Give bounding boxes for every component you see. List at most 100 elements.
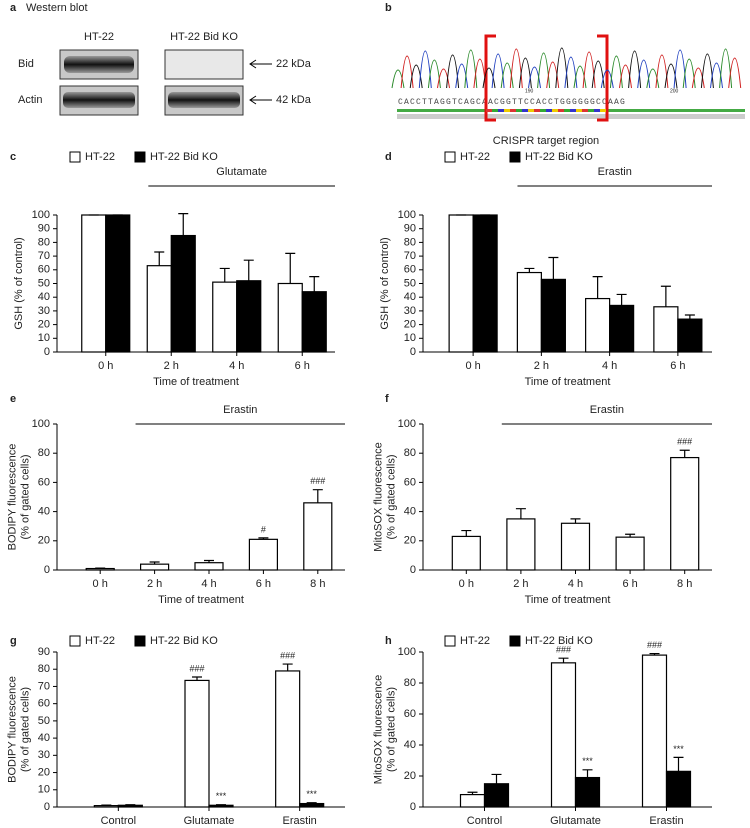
chart: h 0 20 40 60 80 100 MitoSOX fluorescence (% of g… xyxy=(372,635,712,827)
x-tick-label: 6 h xyxy=(295,360,310,372)
error-bar xyxy=(616,293,627,306)
significance-label: *** xyxy=(306,789,317,799)
y-tick-label: 30 xyxy=(404,305,416,317)
y-tick-label: 70 xyxy=(404,250,416,262)
y-tick-label: 70 xyxy=(38,680,50,692)
base-color xyxy=(492,109,498,112)
bar xyxy=(303,502,333,571)
y-tick-label: 40 xyxy=(38,291,50,303)
y-axis-label: GSH (% of control) xyxy=(379,237,391,329)
error-bar xyxy=(515,508,526,519)
y-tick-label: 0 xyxy=(44,346,50,358)
bar xyxy=(81,214,107,353)
base-color xyxy=(564,109,570,112)
y-tick-label: 100 xyxy=(398,209,416,221)
significance-label: # xyxy=(261,524,266,534)
legend-swatch xyxy=(134,635,146,647)
y-tick-label: 0 xyxy=(410,564,416,576)
x-tick-label: Control xyxy=(467,815,502,827)
panel-letter: a xyxy=(10,2,17,14)
error-bar xyxy=(582,769,593,778)
y-tick-label: 0 xyxy=(410,801,416,813)
panel-a: a Western blot HT-22 HT-22 Bid KO Bid Ac… xyxy=(10,2,312,116)
y-tick-label: 40 xyxy=(38,506,50,518)
error-bar xyxy=(101,804,112,806)
error-bar xyxy=(467,791,478,795)
trace-peak xyxy=(437,68,450,89)
error-bar xyxy=(216,804,226,806)
y-tick-label: 20 xyxy=(38,319,50,331)
y-tick-label: 100 xyxy=(398,646,416,658)
significance-label: *** xyxy=(673,744,684,754)
base-color xyxy=(534,109,540,112)
panel-letter: d xyxy=(385,151,392,163)
y-tick-label: 50 xyxy=(404,277,416,289)
y-axis-label: BODIPY fluorescence xyxy=(6,444,18,551)
base-color xyxy=(600,109,606,112)
sequence: CACCTTAGGTCAGCAACGGTTCCACCTGGGGGGCCAAG xyxy=(398,98,626,107)
base-color xyxy=(552,109,558,112)
base-color xyxy=(576,109,582,112)
error-bar xyxy=(312,489,323,503)
trace-peak xyxy=(455,63,469,89)
arrow xyxy=(249,59,272,69)
bar xyxy=(540,278,566,353)
legend-label: HT-22 xyxy=(460,635,490,647)
legend-swatch xyxy=(69,635,81,647)
x-tick-label: 4 h xyxy=(602,360,617,372)
y-tick-label: 80 xyxy=(404,447,416,459)
y-tick-label: 20 xyxy=(38,766,50,778)
y-axis-label: MitoSOX fluorescence xyxy=(372,442,384,551)
base-color xyxy=(486,109,492,112)
legend-swatch xyxy=(444,635,456,647)
x-axis-label: Time of treatment xyxy=(525,376,611,388)
bar xyxy=(615,536,645,571)
size-label: 42 kDa xyxy=(276,94,312,106)
panel-letter: b xyxy=(385,2,392,14)
y-tick-label: 80 xyxy=(404,677,416,689)
significance-label: ### xyxy=(647,640,662,650)
error-bar xyxy=(192,676,202,681)
trace-peak xyxy=(391,69,405,89)
error-bar xyxy=(684,314,695,320)
bar xyxy=(208,804,234,808)
y-tick-label: 40 xyxy=(404,291,416,303)
y-tick-label: 10 xyxy=(404,332,416,344)
error-bar xyxy=(243,259,254,281)
legend-label: HT-22 xyxy=(85,635,115,647)
x-tick-label: Glutamate xyxy=(550,815,601,827)
y-tick-label: 80 xyxy=(38,663,50,675)
bar xyxy=(85,567,115,571)
y-tick-label: 30 xyxy=(38,305,50,317)
trace-peak xyxy=(728,57,742,89)
column-label: HT-22 Bid KO xyxy=(170,31,238,43)
x-tick-label: 4 h xyxy=(201,578,216,590)
panel-letter: g xyxy=(10,635,17,647)
position-label: 190 xyxy=(525,88,534,94)
bar xyxy=(301,291,327,353)
y-axis-label: (% of gated cells) xyxy=(19,455,31,540)
blot-band xyxy=(64,56,134,73)
error-bar xyxy=(178,213,189,236)
trace-peak xyxy=(600,69,614,89)
base-color xyxy=(504,109,510,112)
y-tick-label: 20 xyxy=(404,535,416,547)
x-tick-label: 8 h xyxy=(310,578,325,590)
panel-letter: e xyxy=(10,393,16,405)
base-color xyxy=(558,109,564,112)
y-tick-label: 40 xyxy=(38,732,50,744)
x-tick-label: Control xyxy=(101,815,136,827)
y-axis-label: (% of gated cells) xyxy=(385,687,397,772)
error-bar xyxy=(491,773,502,784)
y-axis-label: MitoSOX fluorescence xyxy=(372,675,384,784)
legend-label: HT-22 Bid KO xyxy=(150,151,218,163)
trace-peak xyxy=(646,68,660,89)
y-tick-label: 100 xyxy=(32,418,50,430)
trace-peak xyxy=(573,65,587,89)
error-bar xyxy=(149,561,160,565)
error-bar xyxy=(306,802,317,804)
chart: g 0 10 20 30 40 50 60 70 80 90 BODIPY fluorescence(… xyxy=(6,635,345,827)
legend-swatch xyxy=(509,151,521,163)
bar xyxy=(506,518,536,571)
